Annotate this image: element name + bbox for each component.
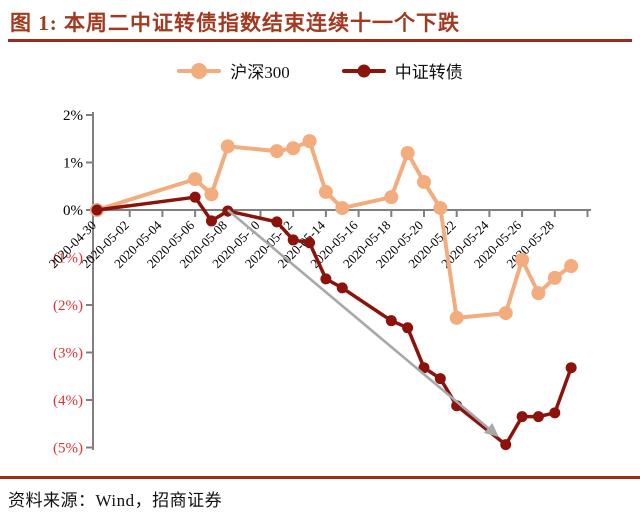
data-point <box>204 187 219 202</box>
data-point <box>318 184 333 199</box>
data-point <box>271 216 283 228</box>
footer-divider <box>0 476 640 479</box>
data-point <box>336 282 348 294</box>
legend-label-hs300: 沪深300 <box>230 63 290 82</box>
data-point <box>549 407 561 419</box>
data-point <box>434 373 446 385</box>
data-point <box>188 172 203 187</box>
y-tick-label: (4%) <box>53 393 83 409</box>
data-point <box>304 237 316 249</box>
data-point <box>320 273 332 285</box>
legend-item-hs300: 沪深300 <box>177 58 290 83</box>
title-underline <box>8 39 632 42</box>
source-note: 资料来源：Wind，招商证券 <box>8 491 223 510</box>
legend-label-zhongzheng: 中证转债 <box>394 63 463 82</box>
data-point <box>515 252 530 267</box>
y-tick-label: 2% <box>63 108 83 124</box>
data-point <box>384 190 399 205</box>
legend-item-zhongzheng: 中证转债 <box>341 58 463 83</box>
data-point <box>302 134 317 149</box>
y-tick-label: 1% <box>63 156 83 172</box>
decline-arrow <box>226 209 499 437</box>
hs300-line-marker-icon <box>177 62 222 79</box>
y-tick-label: 0% <box>63 203 83 219</box>
data-point <box>220 139 235 154</box>
data-point <box>287 234 299 246</box>
figure-title: 图 1: 本周二中证转债指数结束连续十一个下跌 <box>10 11 460 35</box>
data-point <box>385 315 397 327</box>
data-point <box>565 362 577 374</box>
axis-labels: 2%1%0%(1%)(2%)(3%)(4%)(5%)2020-04-302020… <box>46 108 557 457</box>
data-point <box>205 215 217 227</box>
data-point <box>564 259 579 274</box>
chart-legend: 沪深300 中证转债 <box>0 58 640 83</box>
data-point <box>498 306 513 321</box>
data-point <box>269 144 284 159</box>
data-point <box>500 439 512 451</box>
data-point <box>400 146 415 160</box>
data-point <box>547 270 562 285</box>
data-point <box>402 322 414 334</box>
y-tick-label: (3%) <box>53 346 83 362</box>
data-point <box>532 411 544 423</box>
data-point <box>417 174 431 189</box>
y-tick-label: (5%) <box>53 441 83 457</box>
y-tick-label: (1%) <box>53 251 83 267</box>
zhongzheng-line-marker-icon <box>341 64 386 77</box>
data-point <box>91 204 103 216</box>
data-point <box>189 191 201 203</box>
arrow-head-icon <box>483 423 499 437</box>
data-point <box>286 141 301 156</box>
y-tick-label: (2%) <box>53 298 83 314</box>
series-line <box>95 139 574 320</box>
data-point <box>449 310 464 325</box>
data-point <box>335 201 350 216</box>
data-point <box>531 286 546 301</box>
data-point <box>433 201 448 216</box>
series-hs300 <box>90 134 579 325</box>
data-point <box>516 411 528 423</box>
